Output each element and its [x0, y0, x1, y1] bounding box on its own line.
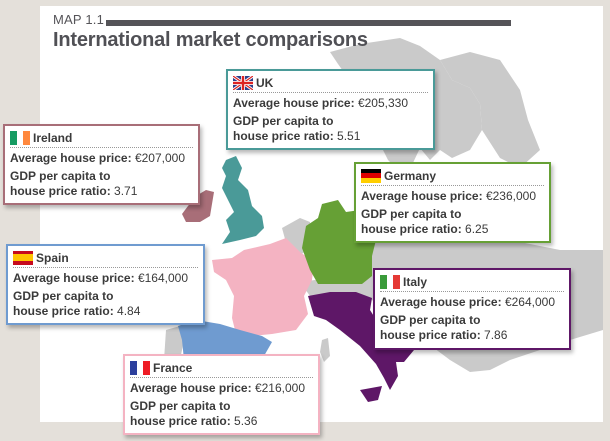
ratio-row: house price ratio: 3.71	[10, 184, 138, 198]
card-header: France	[130, 359, 313, 378]
country-name: France	[153, 360, 193, 375]
ratio-value: 5.36	[234, 414, 258, 428]
uk-flag-icon	[233, 75, 253, 90]
ratio-label: GDP per capita to	[380, 313, 481, 327]
avg-price-row: Average house price: €236,000	[361, 189, 536, 203]
ireland-shape	[182, 190, 214, 222]
country-card-france: France Average house price: €216,000 GDP…	[123, 354, 320, 435]
ratio-label: GDP per capita to	[130, 399, 231, 413]
country-name: Italy	[403, 274, 428, 289]
ratio-label: GDP per capita to	[361, 207, 462, 221]
ratio-value: 5.51	[337, 129, 361, 143]
map-label-rule	[106, 20, 511, 26]
card-header: Ireland	[10, 129, 193, 148]
card-header: Italy	[380, 273, 564, 292]
avg-price-value: €164,000	[137, 271, 188, 285]
sicily-shape	[360, 386, 382, 402]
italy-shape	[308, 292, 414, 390]
country-card-ireland: Ireland Average house price: €207,000 GD…	[3, 124, 200, 205]
france-shape	[212, 238, 314, 336]
card-header: Germany	[361, 167, 544, 186]
spain-flag-icon	[13, 250, 33, 265]
country-card-germany: Germany Average house price: €236,000 GD…	[354, 162, 551, 243]
france-flag-icon	[130, 360, 151, 375]
ratio-row: house price ratio: 5.36	[130, 414, 258, 428]
country-name: UK	[256, 75, 274, 90]
ireland-flag-icon	[10, 130, 31, 145]
card-header: UK	[233, 74, 428, 93]
ratio-row: house price ratio: 6.25	[361, 222, 489, 236]
finland-baltics-land	[440, 52, 540, 168]
avg-price-row: Average house price: €205,330	[233, 96, 408, 110]
country-card-italy: Italy Average house price: €264,000 GDP …	[373, 268, 571, 350]
germany-flag-icon	[361, 168, 381, 183]
country-card-spain: Spain Average house price: €164,000 GDP …	[6, 244, 205, 325]
avg-price-value: €236,000	[485, 189, 536, 203]
avg-price-value: €205,330	[357, 96, 408, 110]
country-card-uk: UK Average house price: €205,330 GDP per…	[226, 69, 435, 150]
ratio-label: GDP per capita to	[10, 169, 111, 183]
uk-shape	[222, 156, 264, 244]
avg-price-row: Average house price: €264,000	[380, 295, 555, 309]
country-name: Germany	[384, 168, 437, 183]
ratio-label: GDP per capita to	[13, 289, 114, 303]
avg-price-row: Average house price: €207,000	[10, 151, 185, 165]
card-header: Spain	[13, 249, 198, 268]
country-name: Ireland	[33, 130, 73, 145]
ratio-row: house price ratio: 5.51	[233, 129, 361, 143]
ratio-row: house price ratio: 7.86	[380, 328, 508, 342]
avg-price-value: €207,000	[134, 151, 185, 165]
avg-price-value: €216,000	[254, 381, 305, 395]
ratio-label: GDP per capita to	[233, 114, 334, 128]
page-title: International market comparisons	[53, 29, 368, 51]
avg-price-value: €264,000	[504, 295, 555, 309]
country-name: Spain	[36, 250, 69, 265]
italy-flag-icon	[380, 274, 401, 289]
ratio-value: 6.25	[465, 222, 489, 236]
sardinia-shape	[320, 338, 330, 362]
ratio-row: house price ratio: 4.84	[13, 304, 141, 318]
avg-price-row: Average house price: €216,000	[130, 381, 305, 395]
ratio-value: 3.71	[114, 184, 138, 198]
ratio-value: 7.86	[484, 328, 508, 342]
map-label: MAP 1.1	[53, 12, 105, 27]
avg-price-row: Average house price: €164,000	[13, 271, 188, 285]
ratio-value: 4.84	[117, 304, 141, 318]
